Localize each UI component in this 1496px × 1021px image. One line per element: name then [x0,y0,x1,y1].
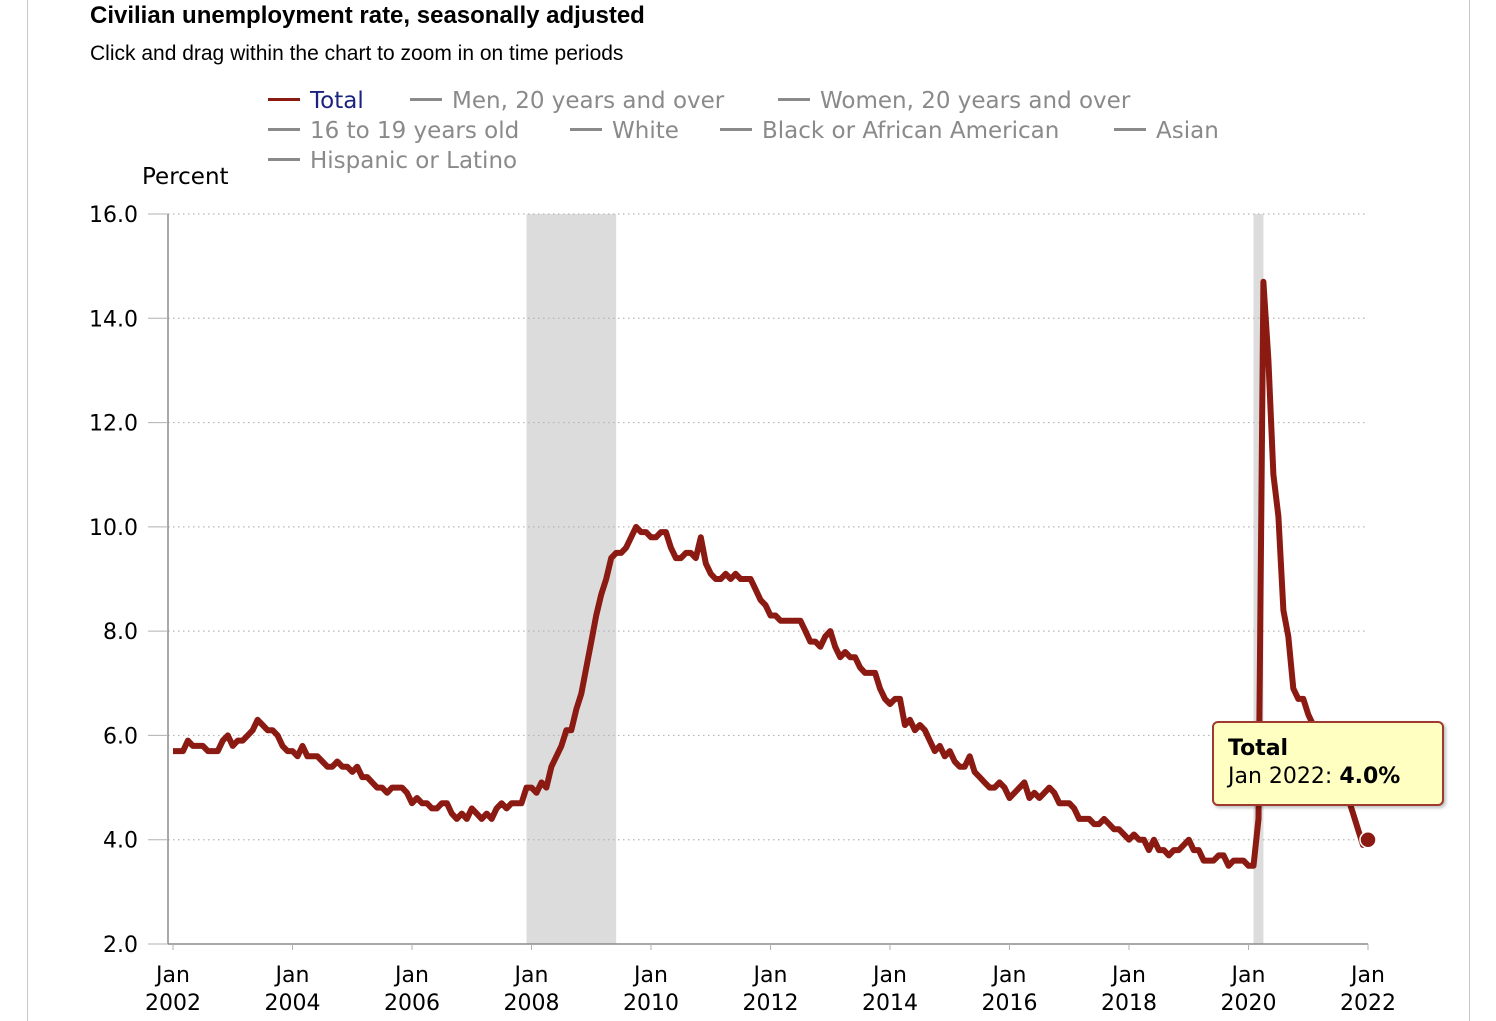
legend-label: Total [310,88,364,114]
legend-item-asian[interactable]: Asian [1114,116,1219,146]
tooltip-series: Total [1228,736,1289,761]
legend-label: Women, 20 years and over [820,88,1131,114]
y-tick-label: 14.0 [89,307,138,332]
x-tick-label-year: 2020 [1221,991,1277,1016]
x-tick-label-year: 2018 [1101,991,1157,1016]
x-tick-label-year: 2006 [384,991,440,1016]
frame-left-border [27,0,28,1021]
x-tick-label-month: Jan [871,963,907,988]
x-tick-label-month: Jan [1349,963,1385,988]
y-tick-label: 10.0 [89,516,138,541]
y-tick-label: 12.0 [89,412,138,437]
tooltip-date: Jan 2022: [1228,764,1340,789]
x-tick-label-year: 2022 [1340,991,1396,1016]
x-tick-label-month: Jan [991,963,1027,988]
y-tick-label: 8.0 [103,620,138,645]
x-tick-label-year: 2002 [145,991,201,1016]
legend-item-total[interactable]: Total [268,86,364,116]
legend-label: Hispanic or Latino [310,148,518,174]
legend-item-women[interactable]: Women, 20 years and over [778,86,1130,116]
x-tick-label-month: Jan [752,963,788,988]
y-axis-label: Percent [142,164,229,190]
legend-item-black[interactable]: Black or African American [720,116,1059,146]
legend-swatch [268,98,300,101]
x-tick-label-month: Jan [1230,963,1266,988]
x-tick-label-month: Jan [154,963,190,988]
series-line-total[interactable] [173,278,1371,869]
tooltip-value: 4.0% [1339,764,1401,789]
legend-swatch [778,98,810,101]
y-tick-label: 16.0 [89,203,138,228]
x-tick-label-year: 2016 [982,991,1038,1016]
highlight-point[interactable] [1359,830,1377,849]
legend-label: 16 to 19 years old [310,118,520,144]
legend-item-men[interactable]: Men, 20 years and over [410,86,724,116]
x-tick-label-year: 2008 [504,991,560,1016]
axes [167,214,1368,945]
legend-label: Asian [1156,118,1219,144]
chart-subtitle: Click and drag within the chart to zoom … [90,42,624,65]
y-tick-label: 2.0 [103,933,138,958]
legend-swatch [268,158,300,161]
legend-label: White [612,118,679,144]
x-tick-label-year: 2004 [265,991,321,1016]
legend-swatch [268,128,300,131]
legend-item-teens[interactable]: 16 to 19 years old [268,116,519,146]
y-axis-ticks: 2.0 4.0 6.0 8.0 10.0 12.0 14.0 16.0 [89,203,168,958]
series-group [173,278,1371,869]
legend-swatch [410,98,442,101]
x-axis-ticks: Jan 2002 Jan 2004 Jan 2006 Jan 2008 Jan 2010 Jan 20… [145,944,1396,1016]
recession-bands [526,214,1264,944]
chart-title: Civilian unemployment rate, seasonally a… [90,2,645,29]
legend-swatch [720,128,752,131]
legend-item-white[interactable]: White [570,116,679,146]
x-tick-label-year: 2010 [623,991,679,1016]
legend-swatch [1114,128,1146,131]
x-tick-label-month: Jan [513,963,549,988]
x-tick-label-month: Jan [274,963,310,988]
x-tick-label-month: Jan [632,963,668,988]
tooltip: Total Jan 2022: 4.0% [1212,721,1444,806]
x-tick-label-year: 2014 [862,991,918,1016]
y-tick-label: 6.0 [103,724,138,749]
legend-item-hispanic[interactable]: Hispanic or Latino [268,146,517,176]
x-tick-label-year: 2012 [743,991,799,1016]
legend-label: Men, 20 years and over [452,88,725,114]
x-tick-label-month: Jan [393,963,429,988]
y-tick-label: 4.0 [103,829,138,854]
legend-swatch [570,128,602,131]
x-tick-label-month: Jan [1110,963,1146,988]
legend-label: Black or African American [762,118,1060,144]
highlight-marker-group [1359,830,1377,849]
gridlines [168,213,1368,841]
recession-band-0 [526,214,617,944]
frame-right-border [1469,0,1470,1021]
